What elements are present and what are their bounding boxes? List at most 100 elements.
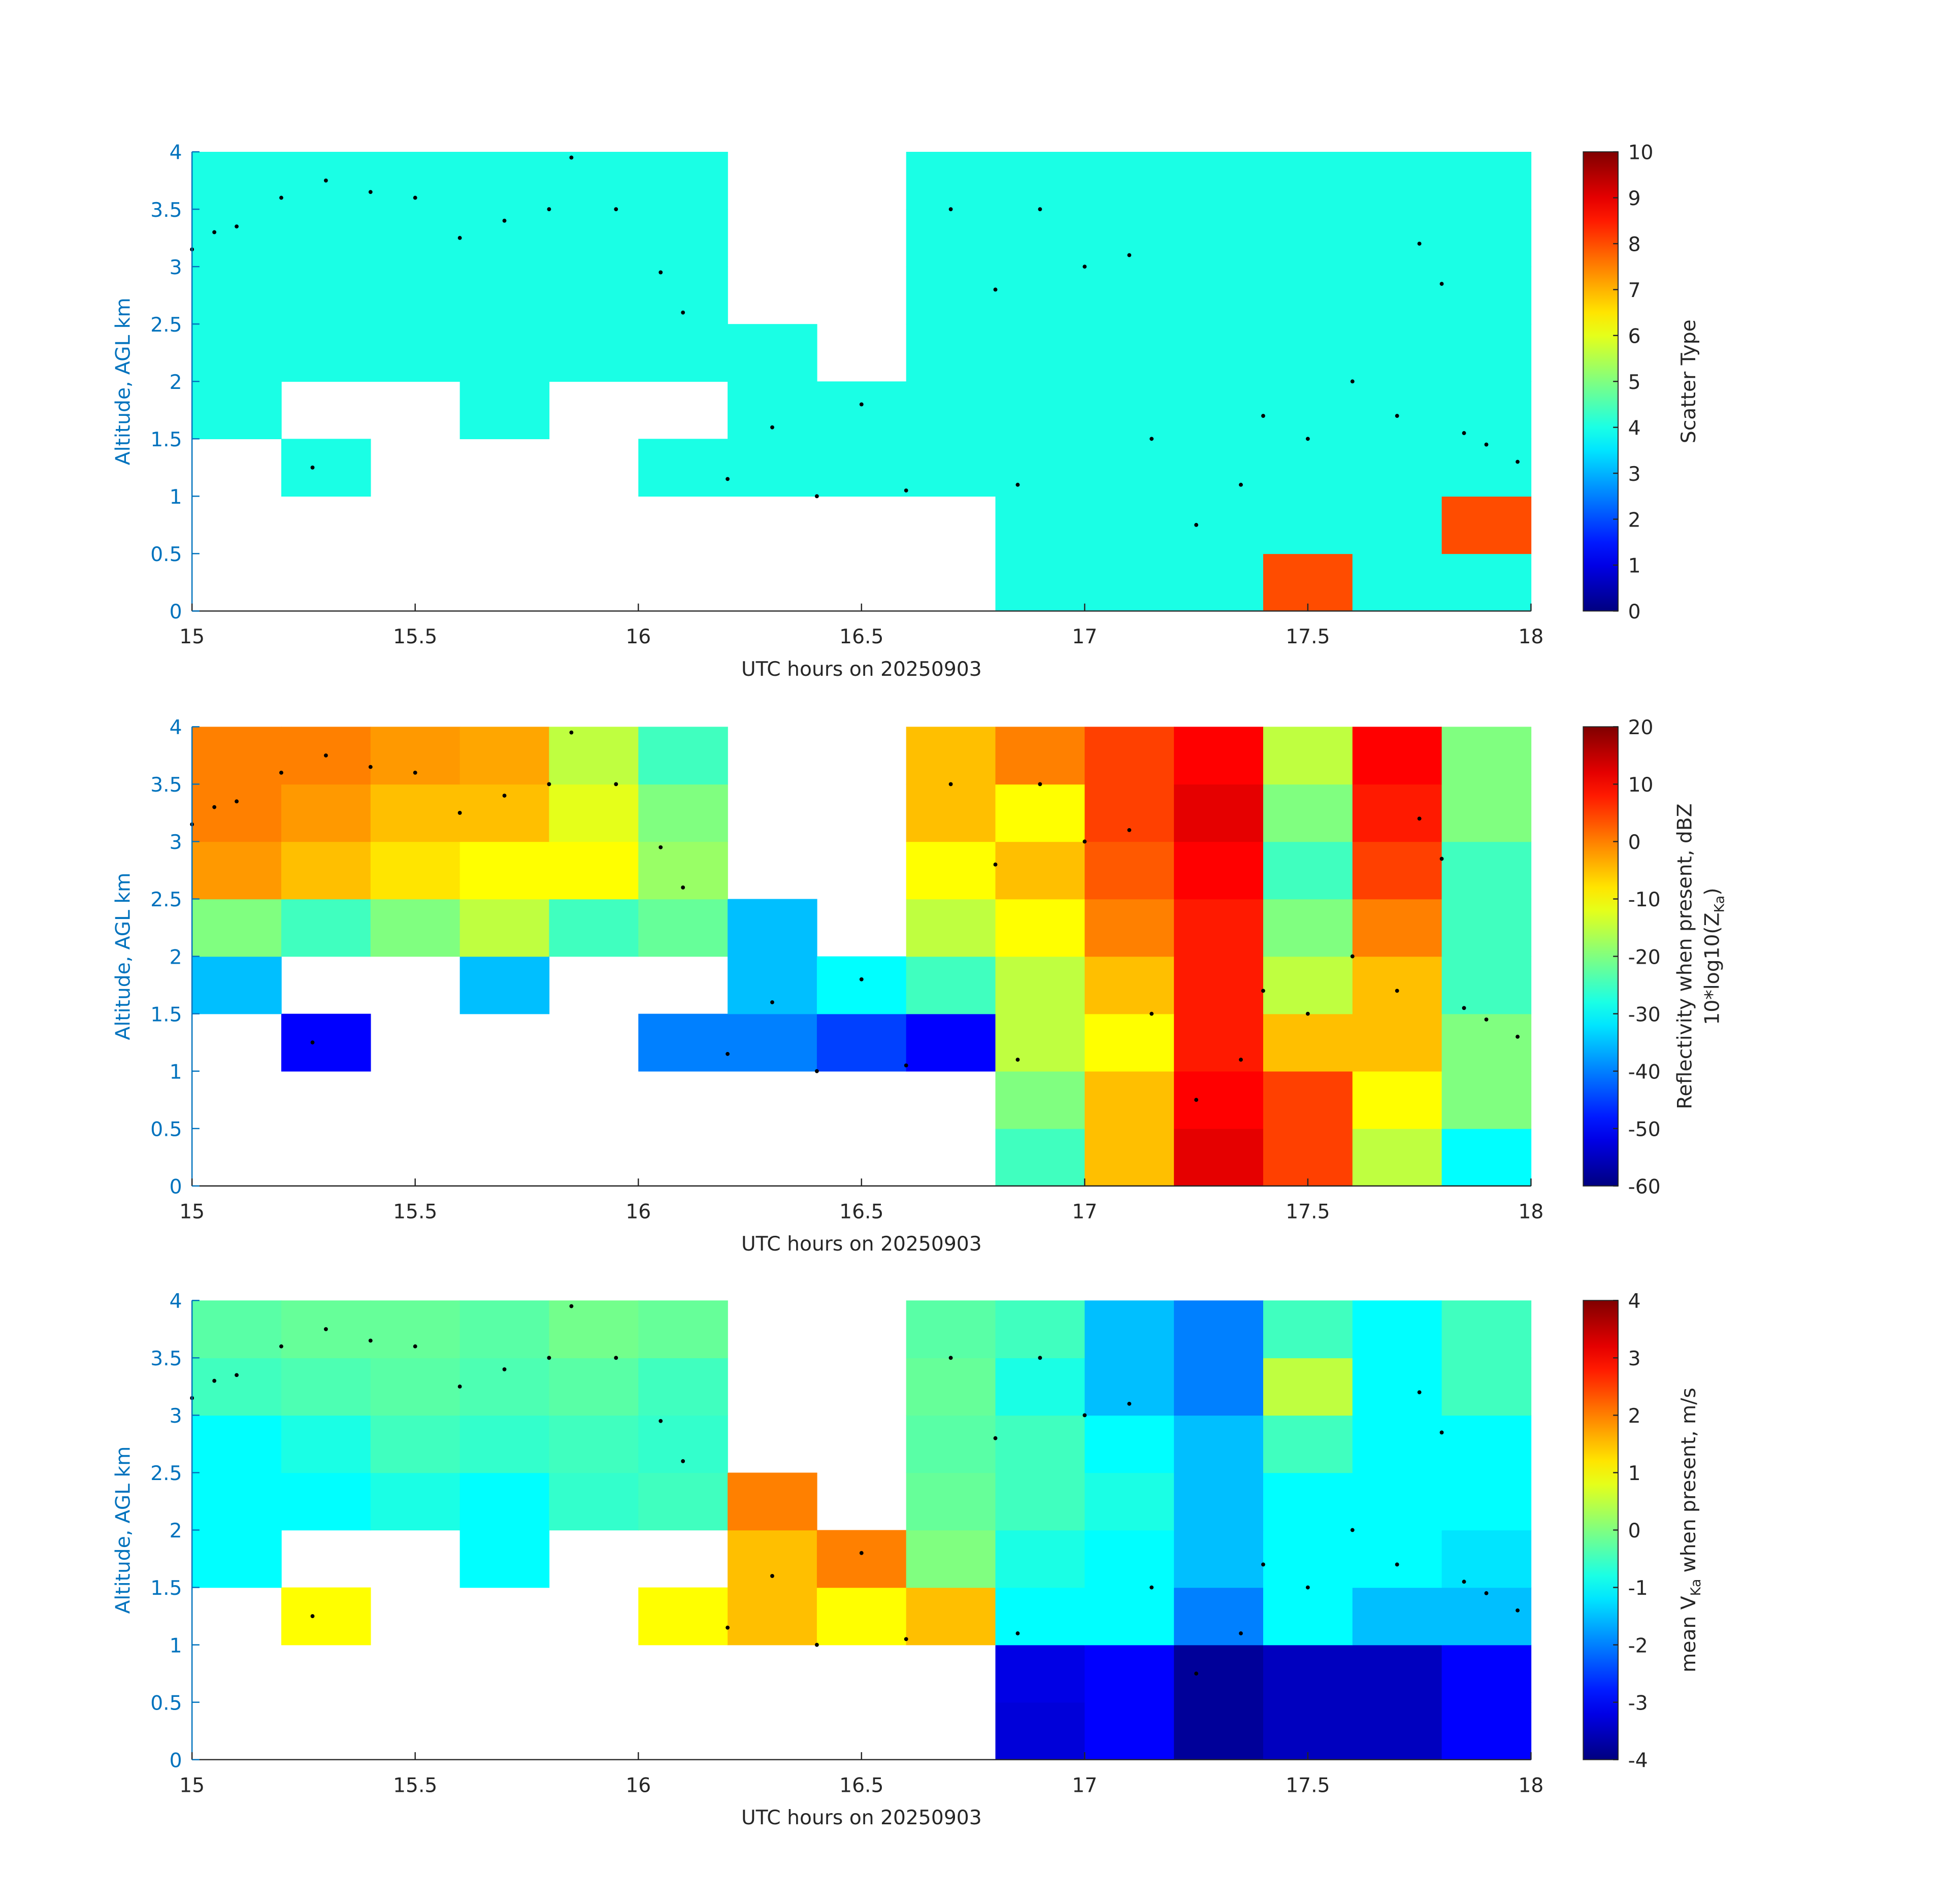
- heatmap-cell: [906, 324, 996, 382]
- point: [1516, 459, 1520, 464]
- x-tick-label: 17.5: [1286, 626, 1330, 648]
- heatmap-cell: [1441, 1013, 1532, 1072]
- y-tick-label: 3: [170, 831, 182, 854]
- heatmap-cell: [370, 324, 460, 382]
- colorbar-tick-label: 3: [1628, 1348, 1641, 1370]
- point: [1194, 522, 1199, 527]
- x-tick-label: 15.5: [393, 1774, 437, 1797]
- heatmap-cell: [906, 1358, 996, 1416]
- heatmap-cell: [1352, 1128, 1442, 1187]
- heatmap-cell: [1174, 1472, 1264, 1531]
- point: [1350, 379, 1355, 384]
- point: [279, 1344, 283, 1349]
- heatmap-cell: [1352, 841, 1442, 900]
- colorbar: [1583, 1300, 1619, 1760]
- heatmap-cell: [995, 841, 1085, 900]
- x-axis-label: UTC hours on 20250903: [741, 1233, 982, 1256]
- point: [814, 494, 819, 499]
- heatmap-cell: [1352, 324, 1442, 382]
- heatmap-cell: [638, 1013, 728, 1072]
- heatmap-cell: [816, 1013, 907, 1072]
- colorbar-tick-label: -50: [1628, 1118, 1661, 1141]
- point: [547, 782, 551, 786]
- point: [368, 190, 373, 194]
- heatmap-cell: [638, 1587, 728, 1646]
- heatmap-cell: [1084, 1415, 1174, 1473]
- point: [1462, 1006, 1466, 1010]
- point: [413, 770, 417, 775]
- point: [770, 425, 774, 430]
- point: [726, 477, 730, 481]
- colorbar-label: Reflectivity when present, dBZ: [1674, 803, 1697, 1109]
- heatmap-cell: [1441, 1358, 1532, 1416]
- heatmap-cell: [1174, 1415, 1264, 1473]
- heatmap-cell: [370, 841, 460, 900]
- point: [1082, 839, 1087, 844]
- heatmap-cell: [281, 439, 371, 497]
- heatmap-cell: [549, 267, 639, 324]
- heatmap-cell: [549, 209, 639, 267]
- point: [1194, 1671, 1199, 1676]
- y-tick-label: 2: [170, 371, 182, 394]
- heatmap-cell: [1084, 1013, 1174, 1072]
- heatmap-cell: [995, 209, 1085, 267]
- point: [1395, 989, 1399, 993]
- heatmap-cell: [281, 1472, 371, 1531]
- heatmap-cell: [1441, 1415, 1532, 1473]
- heatmap-cell: [1174, 956, 1264, 1014]
- heatmap-cell: [1352, 553, 1442, 612]
- heatmap-cell: [906, 1587, 996, 1646]
- colorbar-tick-label: -20: [1628, 946, 1661, 969]
- heatmap-cell: [995, 1415, 1085, 1473]
- heatmap-cell: [638, 439, 728, 497]
- heatmap-cell: [192, 1472, 282, 1531]
- panel: 15 15.5 16 16.5 17 17.5 1800.511.522.533.54UTC…: [112, 142, 1700, 681]
- point: [569, 730, 574, 735]
- heatmap-cell: [549, 727, 639, 785]
- heatmap-cell: [459, 1530, 550, 1588]
- x-tick-label: 17: [1072, 1201, 1097, 1224]
- heatmap-cell: [816, 956, 907, 1014]
- colorbar-tick-label: -30: [1628, 1003, 1661, 1026]
- heatmap-cell: [192, 267, 282, 324]
- heatmap-cell: [281, 899, 371, 957]
- point: [502, 218, 507, 223]
- y-tick-label: 1: [170, 1061, 182, 1084]
- heatmap-cell: [549, 841, 639, 900]
- y-tick-label: 0: [170, 601, 182, 623]
- heatmap-cell: [459, 784, 550, 842]
- point: [1484, 442, 1489, 447]
- heatmap-cell: [728, 1472, 817, 1531]
- heatmap-cell: [995, 956, 1085, 1014]
- point: [1082, 1413, 1087, 1418]
- heatmap-cell: [995, 439, 1085, 497]
- heatmap-cell: [728, 439, 817, 497]
- heatmap-cell: [549, 1358, 639, 1416]
- heatmap-cell: [459, 152, 550, 210]
- point: [1149, 1011, 1154, 1016]
- point: [413, 1344, 417, 1349]
- heatmap-cell: [1441, 152, 1532, 210]
- heatmap-cell: [1352, 1587, 1442, 1646]
- point: [859, 977, 864, 981]
- point: [614, 782, 618, 786]
- heatmap-cell: [638, 209, 728, 267]
- heatmap-cell: [1174, 553, 1264, 612]
- point: [212, 230, 217, 235]
- heatmap-cell: [1263, 956, 1353, 1014]
- heatmap-cell: [370, 899, 460, 957]
- heatmap-cell: [638, 784, 728, 842]
- point: [1516, 1034, 1520, 1039]
- point: [235, 1373, 239, 1377]
- point: [993, 1436, 998, 1440]
- heatmap-cell: [906, 1013, 996, 1072]
- label-part: mean V: [1677, 1596, 1700, 1672]
- heatmap-cell: [995, 1702, 1085, 1760]
- y-tick-label: 0.5: [150, 1118, 182, 1141]
- heatmap-cell: [1352, 1702, 1442, 1760]
- point: [502, 794, 507, 798]
- heatmap-cell: [192, 1415, 282, 1473]
- heatmap-cell: [1263, 1472, 1353, 1531]
- point: [948, 782, 953, 786]
- point: [1417, 1390, 1422, 1395]
